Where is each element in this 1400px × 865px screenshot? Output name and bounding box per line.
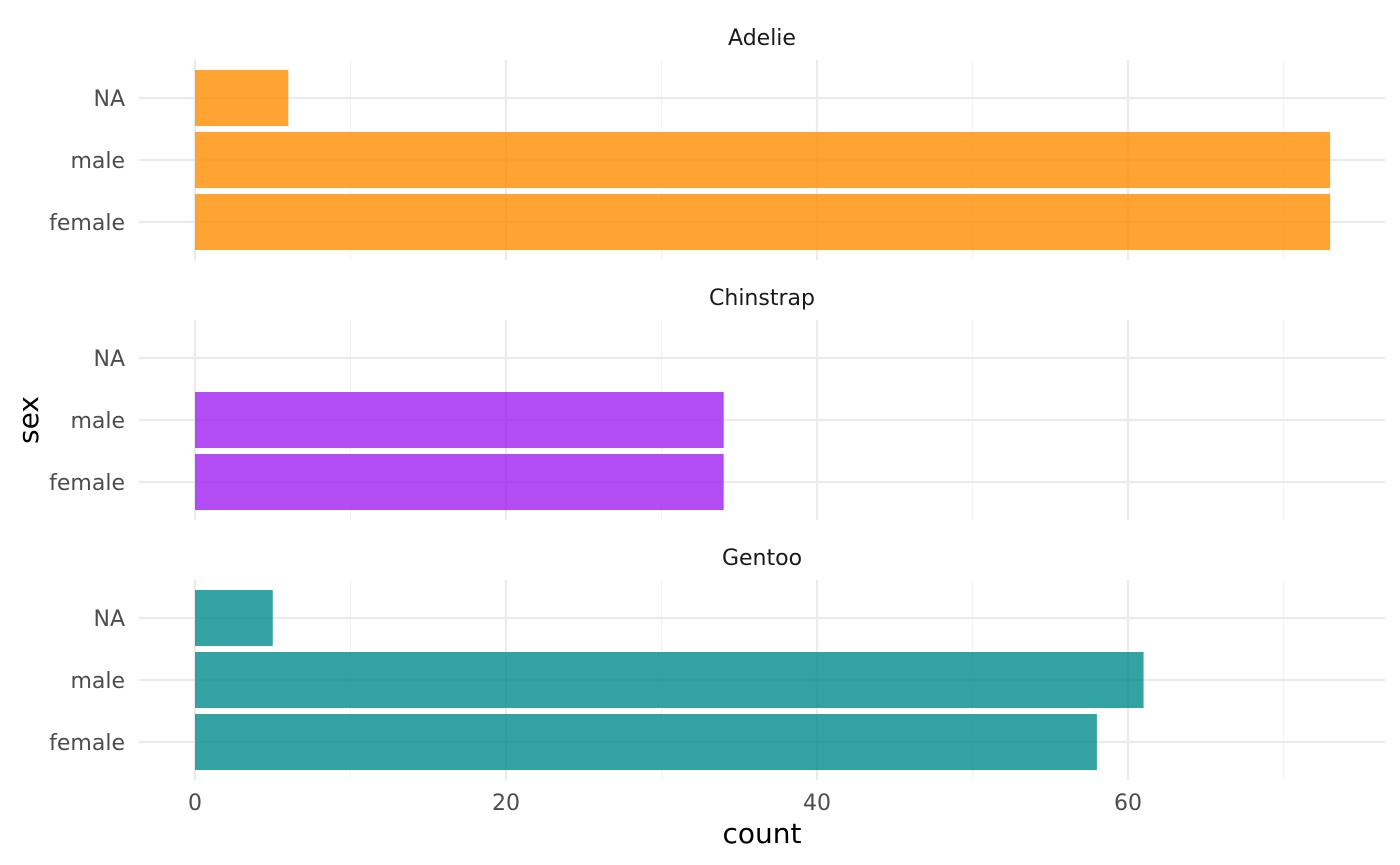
- facet-panel-chinstrap: Chinstrap female male NA: [49, 286, 1385, 520]
- y-axis-title: sex: [12, 396, 45, 444]
- bar-gentoo-female: [195, 714, 1097, 770]
- bar-adelie-male: [195, 132, 1331, 188]
- bar-chinstrap-male: [195, 392, 724, 448]
- facet-panels: AdeliefemalemaleNAChinstrapfemalemaleNAG…: [49, 26, 1385, 816]
- y-tick-label: male: [70, 669, 125, 694]
- bar-adelie-na: [195, 70, 289, 126]
- y-tick-label: NA: [93, 87, 125, 112]
- x-axis-title: count: [723, 817, 802, 850]
- bar-gentoo-male: [195, 652, 1144, 708]
- bar-chinstrap-female: [195, 454, 724, 510]
- facet-panel-gentoo: Gentoo female male NA: [49, 546, 1385, 780]
- y-tick-label: female: [49, 471, 125, 496]
- facet-strip-label: Adelie: [728, 26, 796, 51]
- bar-adelie-female: [195, 194, 1331, 250]
- x-tick-label: 60: [1114, 791, 1142, 816]
- y-tick-label: NA: [93, 347, 125, 372]
- facet-panel-adelie: Adelie female male NA: [49, 26, 1385, 260]
- y-tick-label: male: [70, 149, 125, 174]
- y-tick-label: NA: [93, 607, 125, 632]
- y-tick-label: female: [49, 211, 125, 236]
- facet-strip-label: Gentoo: [722, 546, 802, 571]
- facet-strip-label: Chinstrap: [709, 286, 815, 311]
- x-tick-label: 20: [492, 791, 520, 816]
- y-tick-label: female: [49, 731, 125, 756]
- x-tick-label: 0: [188, 791, 202, 816]
- bar-gentoo-na: [195, 590, 273, 646]
- x-tick-label: 40: [803, 791, 831, 816]
- y-tick-label: male: [70, 409, 125, 434]
